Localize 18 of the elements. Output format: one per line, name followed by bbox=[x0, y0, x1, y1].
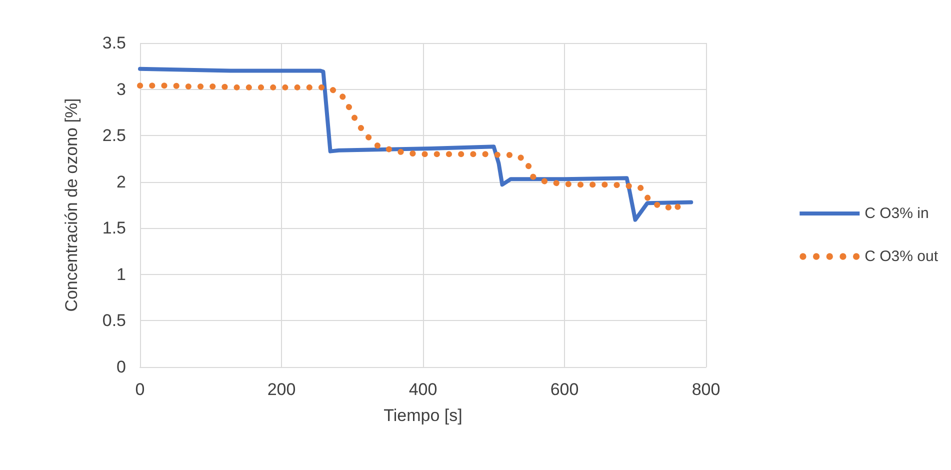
y-tick-label: 3 bbox=[116, 80, 126, 99]
y-tick-label: 1 bbox=[116, 264, 126, 284]
y-tick-label: 2 bbox=[116, 172, 126, 192]
y-axis-title: Concentración de ozono [%] bbox=[62, 98, 81, 312]
y-tick-label: 3.5 bbox=[102, 34, 126, 52]
y-tick-label: 0 bbox=[116, 358, 126, 376]
legend-label: C O3% in bbox=[864, 205, 929, 222]
y-tick-label: 0.5 bbox=[102, 311, 126, 330]
legend-label: C O3% out bbox=[864, 248, 939, 265]
x-axis-title: Tiempo [s] bbox=[384, 406, 462, 425]
x-tick-label: 0 bbox=[135, 380, 145, 399]
y-tick-label: 1.5 bbox=[102, 218, 126, 238]
x-tick-label: 600 bbox=[550, 380, 579, 399]
y-tick-label: 2.5 bbox=[102, 126, 126, 146]
x-tick-label: 800 bbox=[692, 380, 720, 399]
x-tick-label: 400 bbox=[408, 380, 438, 399]
x-tick-label: 200 bbox=[267, 380, 296, 399]
line-series bbox=[138, 66, 694, 222]
